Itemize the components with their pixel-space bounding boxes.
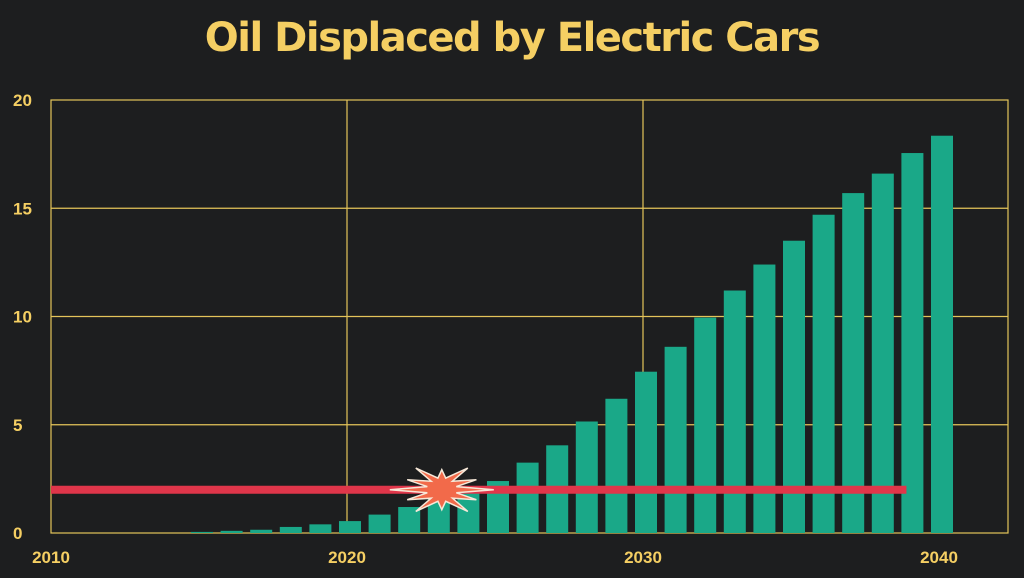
bar <box>220 530 243 533</box>
bar <box>901 153 924 534</box>
bar <box>812 214 835 533</box>
bar <box>191 531 213 533</box>
x-tick-label: 2040 <box>920 548 958 567</box>
bar <box>427 498 450 533</box>
y-tick-label: 5 <box>13 416 22 435</box>
bar <box>842 193 865 533</box>
y-tick-label: 10 <box>13 308 32 327</box>
y-tick-label: 15 <box>13 199 32 218</box>
bar <box>664 346 687 533</box>
y-tick-label: 0 <box>13 524 22 543</box>
bar <box>516 462 539 533</box>
bar-layer <box>191 135 953 534</box>
bar <box>250 529 273 533</box>
bar <box>575 421 598 533</box>
x-tick-label: 2020 <box>328 548 366 567</box>
reference-layer <box>51 467 907 513</box>
bar <box>753 264 776 533</box>
bar <box>309 524 332 533</box>
x-tick-label: 2010 <box>32 548 70 567</box>
x-tick-label: 2030 <box>624 548 662 567</box>
bar <box>368 514 391 533</box>
bar <box>723 290 746 533</box>
bar <box>398 507 421 533</box>
bar <box>871 173 894 534</box>
y-tick-label: 20 <box>13 91 32 110</box>
chart-title: Oil Displaced by Electric Cars <box>204 15 821 61</box>
bar <box>783 240 805 533</box>
bar <box>931 135 953 533</box>
bar <box>605 398 628 533</box>
bar <box>339 521 361 533</box>
bar <box>694 317 717 533</box>
tick-label-layer: 0 5 10 15 20 2010 2020 2030 2040 <box>13 91 958 567</box>
burst-marker <box>389 467 494 513</box>
bar <box>487 481 509 533</box>
bar <box>457 491 480 533</box>
bar <box>279 526 302 533</box>
bar <box>635 371 657 533</box>
